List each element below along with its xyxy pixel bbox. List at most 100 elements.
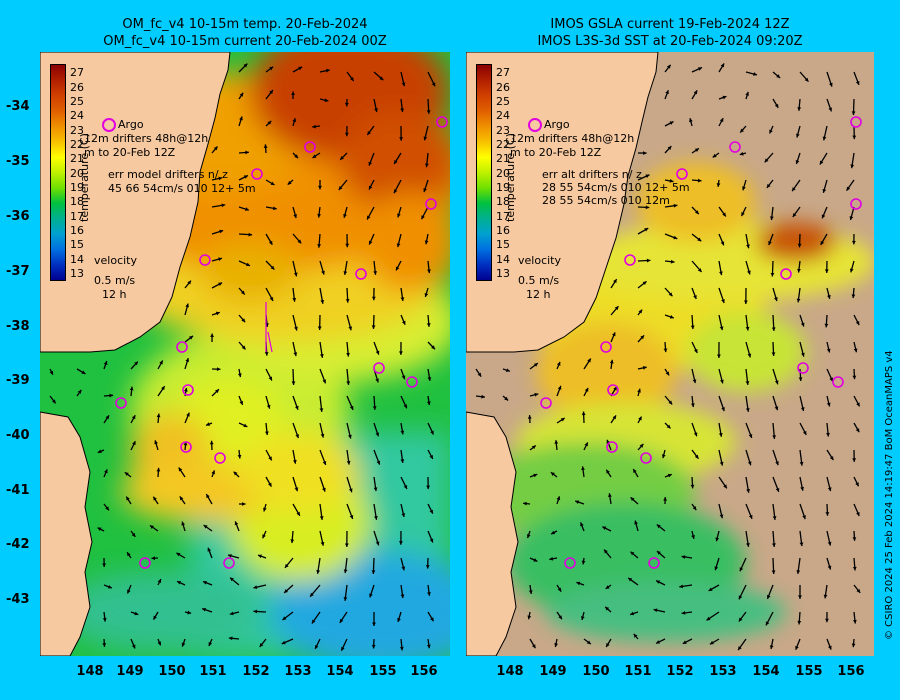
current-arrow-head [343, 597, 348, 601]
current-arrow-head [523, 501, 527, 506]
current-arrow-head [102, 617, 107, 622]
colorbar-tick-label: 24 [496, 109, 510, 123]
current-arrow-head [716, 183, 721, 187]
current-arrow-head [210, 333, 214, 337]
current-arrow-head [228, 636, 233, 641]
velocity-legend-time: 12 h [102, 288, 127, 301]
current-arrow-head [665, 371, 670, 376]
current-arrow-head [287, 180, 292, 185]
current-arrow-head [533, 473, 538, 478]
current-arrow-head [426, 644, 431, 649]
current-arrow-head [634, 520, 638, 525]
current-arrow-head [656, 551, 661, 555]
current-arrow-head [738, 646, 742, 651]
current-arrow-head [849, 216, 854, 220]
lon-tick: 149 [116, 664, 144, 679]
left-title-line2: OM_fc_v4 10-15m current 20-Feb-2024 00Z [103, 34, 387, 49]
current-arrow-head [796, 570, 801, 574]
current-arrow-head [797, 243, 802, 248]
tasmania-land [40, 411, 93, 656]
argo-float-marker [355, 268, 367, 280]
current-arrow-head [401, 566, 406, 571]
current-arrow-head [719, 271, 723, 276]
current-arrow-head [296, 511, 300, 516]
err-legend-line1: err alt drifters n/ z [542, 168, 642, 181]
lon-tick: 152 [666, 664, 694, 679]
drifters-legend-line1: 12m drifters 48h@12h [84, 132, 209, 145]
current-arrow-head [798, 595, 802, 599]
current-arrow-head [320, 299, 325, 304]
current-arrow-head [799, 542, 804, 547]
current-arrow-head [554, 440, 559, 444]
current-arrow-head [369, 593, 373, 598]
current-arrow-head [49, 370, 54, 375]
current-arrow-head [792, 213, 797, 218]
current-arrow-head [666, 64, 671, 69]
current-arrow-head [149, 525, 154, 529]
current-arrow-head [581, 560, 586, 565]
current-arrow-head [505, 368, 510, 372]
lon-tick: 154 [326, 664, 354, 679]
current-arrow-head [153, 615, 157, 620]
current-arrow-head [643, 151, 647, 155]
current-arrow-head [400, 430, 405, 435]
current-arrow-head [187, 610, 192, 615]
current-arrow-head [127, 552, 131, 557]
lat-tick: -36 [6, 209, 30, 224]
current-arrow-head [270, 265, 275, 270]
current-arrow-head [772, 543, 776, 547]
err-legend-line1: err model drifters n/ z [108, 168, 228, 181]
argo-float-marker [223, 557, 235, 569]
current-arrow-head [645, 174, 650, 178]
current-arrow-head [183, 387, 188, 392]
current-arrow-head [797, 620, 802, 625]
current-arrow-head [828, 645, 832, 650]
current-arrows [475, 63, 862, 651]
argo-float-marker [607, 384, 619, 396]
current-arrow-head [769, 129, 773, 134]
current-arrow-head [324, 98, 329, 103]
current-arrow-head [427, 269, 431, 274]
current-arrow-head [682, 640, 687, 644]
current-arrow-head [604, 549, 608, 554]
current-arrow-head [219, 229, 224, 234]
current-arrow-head [429, 509, 433, 514]
colorbar-tick-label: 21 [70, 152, 84, 166]
current-arrow-head [721, 407, 725, 412]
current-arrow-head [227, 554, 232, 558]
current-arrow-head [693, 432, 698, 437]
current-arrow-head [606, 642, 610, 647]
current-arrow-head [209, 440, 214, 445]
argo-float-marker [199, 254, 211, 266]
current-arrow-head [747, 353, 752, 358]
current-arrow-head [97, 527, 102, 531]
current-arrow-head [257, 554, 262, 559]
argo-float-marker [115, 397, 127, 409]
colorbar-tick-label: 26 [496, 80, 510, 94]
current-arrow-head [534, 392, 539, 397]
current-arrow-head [669, 121, 674, 125]
current-arrow-head [425, 565, 430, 569]
current-arrow-head [576, 581, 581, 586]
current-arrow-head [558, 615, 562, 620]
lat-tick: -37 [6, 264, 30, 279]
argo-legend-label: Argo [118, 118, 144, 131]
current-arrow-head [819, 160, 824, 165]
current-arrow-head [396, 243, 401, 248]
current-arrow-head [745, 408, 750, 412]
current-arrow-head [429, 538, 434, 543]
current-arrow-head [263, 144, 268, 149]
current-arrow-head [697, 237, 702, 242]
current-arrow-head [609, 359, 614, 364]
current-arrow-head [613, 386, 617, 391]
current-arrow-head [153, 496, 157, 501]
lon-tick: 156 [837, 664, 865, 679]
current-arrow-head [827, 487, 832, 492]
current-arrow-head [679, 584, 684, 589]
current-arrow-head [797, 107, 802, 111]
current-arrow-head [584, 387, 589, 392]
current-arrow-head [851, 240, 856, 245]
colorbar-tick-label: 19 [70, 180, 84, 194]
current-arrow-head [320, 541, 325, 546]
lat-tick: -34 [6, 99, 30, 114]
